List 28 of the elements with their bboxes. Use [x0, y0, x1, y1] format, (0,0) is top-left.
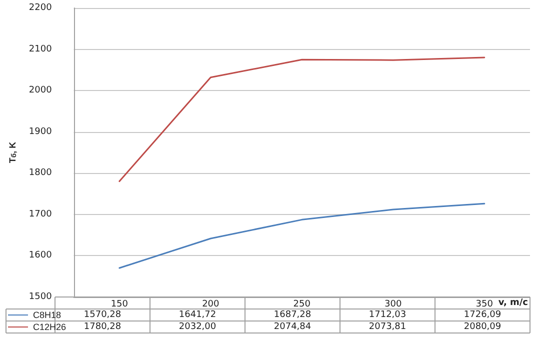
- data-label: 2073,81: [368, 322, 406, 332]
- x-tick-label: 250: [293, 300, 311, 310]
- data-label: 1570,28: [84, 310, 122, 320]
- y-tick-label: 2100: [28, 44, 52, 54]
- line-series: [118, 56, 486, 182]
- legend-label: C8H18: [33, 310, 62, 320]
- x-tick-label: 200: [202, 300, 220, 310]
- data-label: 2032,00: [178, 322, 216, 332]
- y-tick-label: 1900: [28, 126, 52, 137]
- x-tick-label: 300: [384, 300, 402, 310]
- data-label: 1641,72: [178, 310, 216, 320]
- data-label: 1687,28: [274, 310, 312, 320]
- y-tick-label: 1700: [28, 209, 52, 220]
- legend-label: C12H26: [33, 322, 66, 332]
- data-label: 1726,09: [464, 310, 502, 320]
- data-label: 1712,03: [368, 310, 406, 320]
- y-tick-label: 1500: [28, 292, 52, 302]
- x-tick-label: 350: [476, 300, 494, 310]
- x-tick-label: 150: [110, 300, 128, 310]
- data-label: 2074,84: [274, 322, 312, 332]
- y-tick-label: 2200: [28, 3, 52, 13]
- x-axis-title: v, m/c: [498, 298, 528, 308]
- data-label: 1780,28: [84, 322, 122, 332]
- y-tick-label: 2000: [28, 86, 52, 96]
- line-series: [118, 202, 486, 269]
- data-label: 2080,09: [464, 322, 502, 332]
- y-tick-label: 1800: [28, 168, 52, 178]
- y-tick-label: 1600: [28, 250, 52, 261]
